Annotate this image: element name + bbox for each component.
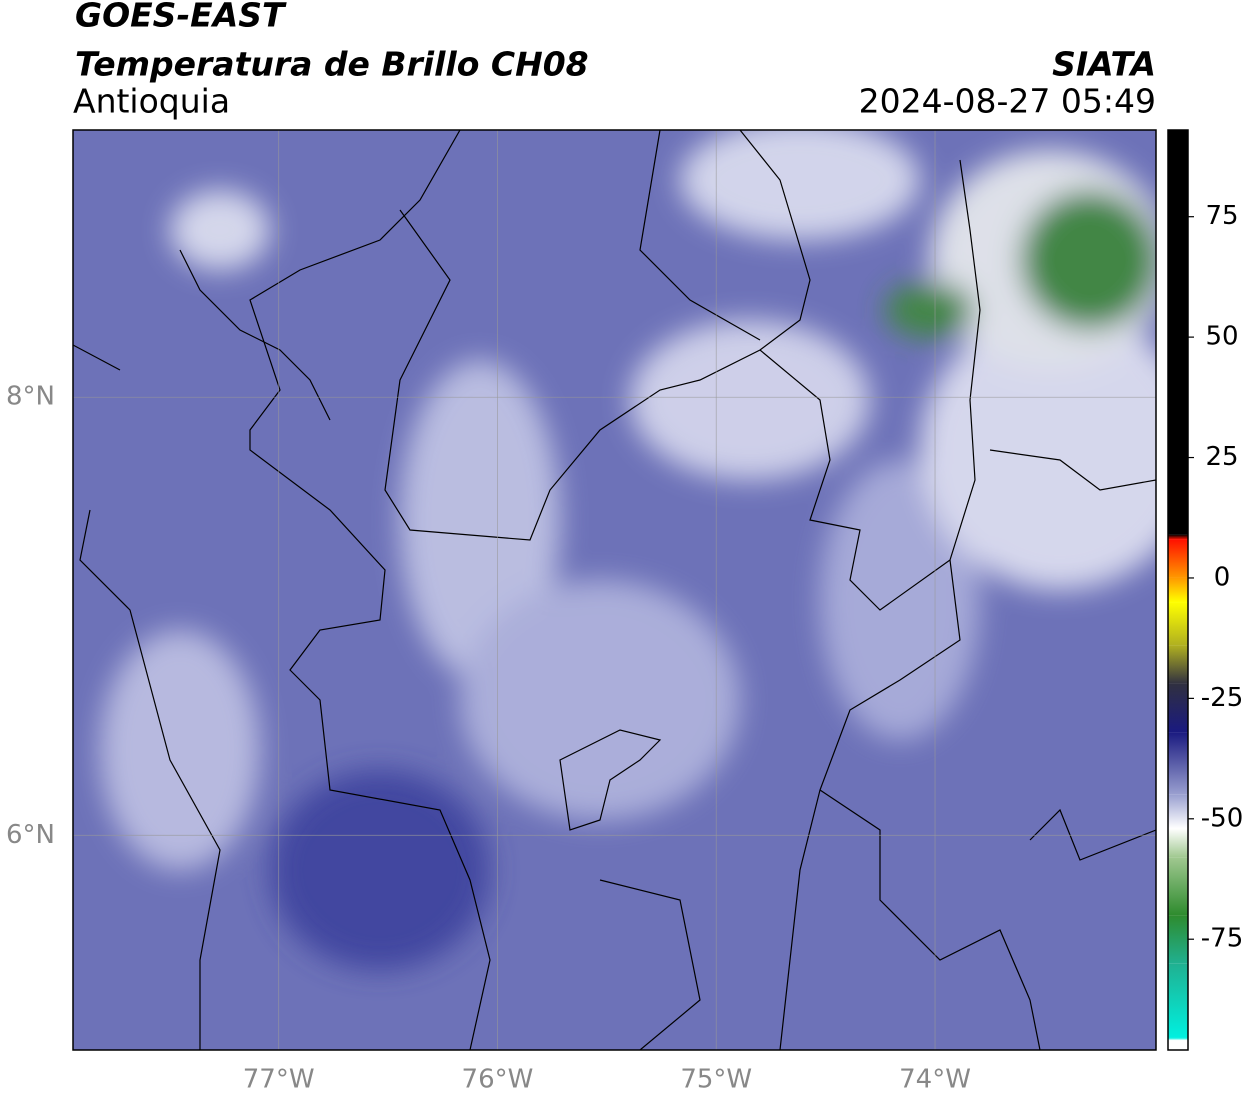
- colorbar-segment: [1168, 732, 1188, 795]
- y-tick-label: 8°N: [6, 382, 55, 412]
- colorbar-segment: [1168, 794, 1188, 829]
- x-tick-label: 75°W: [680, 1065, 752, 1095]
- map-frame: [72, 129, 1157, 1051]
- colorbar-tick-label: 25: [1205, 442, 1238, 472]
- colorbar-segment: [1168, 683, 1188, 733]
- x-tick-label: 77°W: [243, 1065, 315, 1095]
- colorbar-segment: [1168, 828, 1188, 858]
- colorbar-segment: [1168, 602, 1188, 646]
- colorbar-segment: [1168, 645, 1188, 684]
- region: Antioquia: [73, 82, 230, 121]
- y-tick-label: 6°N: [6, 820, 55, 850]
- colorbar-segment: [1168, 915, 1188, 964]
- borders: [73, 130, 1156, 1050]
- colorbar-segment: [1168, 534, 1188, 540]
- colorbar-segment: [1168, 1040, 1188, 1050]
- map: [73, 130, 1156, 1050]
- colorbar-segment: [1168, 1037, 1188, 1041]
- subtitle: Temperatura de Brillo CH08: [75, 45, 589, 84]
- colorbar-frame: [1167, 129, 1189, 1051]
- colorbar-segment: [1168, 130, 1188, 535]
- colorbar-tick-label: 50: [1205, 322, 1238, 352]
- x-tick-label: 74°W: [899, 1065, 971, 1095]
- colorbar-segment: [1168, 539, 1188, 578]
- colorbar-segment: [1168, 857, 1188, 916]
- cloud-field: [100, 130, 1156, 970]
- colorbar-segment: [1168, 963, 1188, 1038]
- colorbar-tick-label: 0: [1214, 562, 1231, 592]
- title: GOES-EAST: [75, 0, 287, 35]
- datetime: 2024-08-27 05:49: [859, 82, 1156, 121]
- colorbar-tick-label: 75: [1205, 201, 1238, 231]
- x-tick-label: 76°W: [462, 1065, 534, 1095]
- source: SIATA: [1052, 45, 1156, 84]
- colorbar-tick-label: -50: [1201, 803, 1243, 833]
- colorbar-segment: [1168, 577, 1188, 603]
- colorbar-tick-label: -25: [1201, 683, 1243, 713]
- colorbar-tick-label: -75: [1201, 924, 1243, 954]
